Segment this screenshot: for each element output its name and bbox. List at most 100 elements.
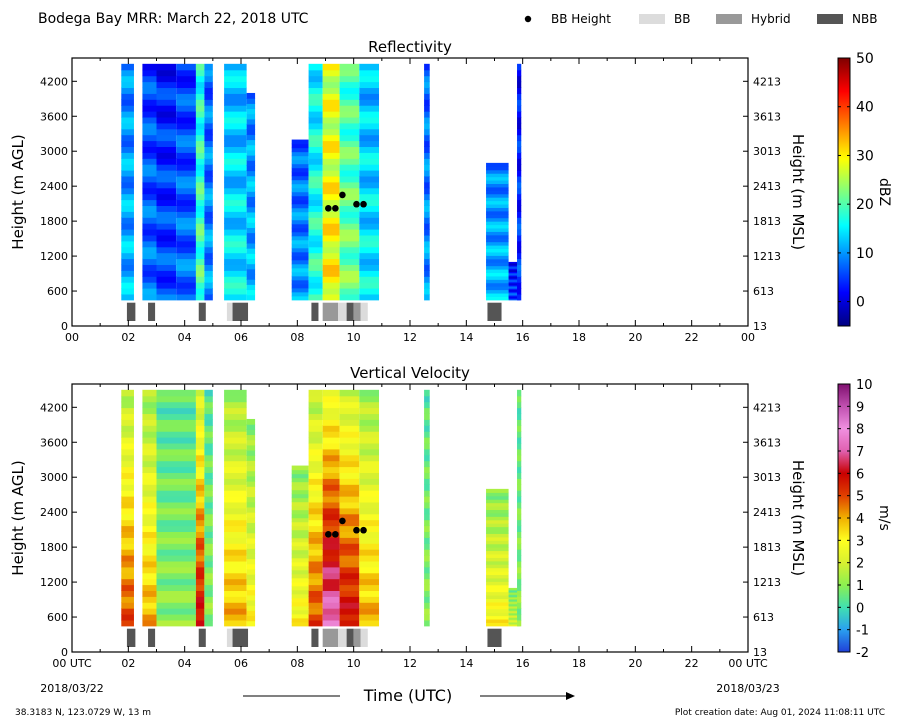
precip-cell bbox=[142, 181, 157, 189]
precip-cell bbox=[508, 278, 520, 280]
precip-cell bbox=[195, 425, 205, 432]
x-tick-label: 00 bbox=[741, 331, 755, 344]
precip-cell bbox=[486, 193, 509, 198]
precip-cell bbox=[486, 581, 509, 586]
precip-cell bbox=[204, 128, 213, 136]
y-tick-label: 3600 bbox=[40, 436, 68, 449]
precip-cell bbox=[322, 99, 340, 106]
precip-cell bbox=[224, 549, 247, 556]
precip-cell bbox=[142, 105, 157, 112]
precip-cell bbox=[195, 223, 205, 230]
precip-cell bbox=[176, 63, 196, 71]
precip-cell bbox=[176, 234, 196, 242]
precip-cell bbox=[142, 223, 157, 230]
x-tick-label: 10 bbox=[347, 331, 361, 344]
precip-cell bbox=[204, 252, 213, 260]
precip-cell bbox=[517, 234, 522, 242]
precip-cell bbox=[246, 465, 256, 472]
precip-cell bbox=[176, 264, 196, 271]
precip-cell bbox=[424, 99, 430, 106]
precip-cell bbox=[322, 602, 340, 609]
precip-cell bbox=[486, 169, 509, 174]
precip-cell bbox=[517, 69, 522, 77]
precip-cell bbox=[322, 75, 340, 83]
precip-cell bbox=[322, 484, 340, 491]
precip-cell bbox=[508, 290, 520, 292]
precip-cell bbox=[517, 63, 522, 71]
precip-cell bbox=[246, 180, 256, 187]
precip-cell bbox=[308, 134, 323, 142]
precip-cell bbox=[224, 246, 247, 254]
precip-cell bbox=[339, 425, 360, 432]
precip-cell bbox=[322, 181, 340, 189]
precip-cell bbox=[142, 543, 157, 550]
precip-cell bbox=[359, 442, 380, 450]
header-legend: BB Height BB Hybrid NBB bbox=[524, 12, 877, 26]
precip-cell bbox=[424, 525, 430, 532]
precip-column bbox=[486, 488, 509, 627]
precip-cell bbox=[308, 193, 323, 201]
precip-cell bbox=[195, 484, 205, 491]
precip-cell bbox=[508, 599, 520, 601]
precip-cell bbox=[121, 554, 134, 562]
precip-cell bbox=[339, 105, 360, 112]
legend-swatch bbox=[817, 14, 843, 24]
precip-cell bbox=[156, 566, 196, 574]
precip-cell bbox=[142, 211, 157, 218]
precip-cell bbox=[291, 485, 309, 491]
bb-height-point bbox=[325, 531, 332, 538]
precip-cell bbox=[339, 442, 360, 450]
bb-height-point bbox=[360, 526, 367, 534]
bb-class-bar bbox=[126, 302, 136, 321]
precip-cell bbox=[121, 431, 134, 438]
precip-cell bbox=[424, 613, 430, 621]
precip-cell bbox=[486, 179, 509, 185]
precip-column bbox=[359, 389, 380, 627]
precip-cell bbox=[176, 140, 196, 148]
precip-cell bbox=[359, 217, 380, 224]
precip-cell bbox=[339, 519, 360, 527]
precip-cell bbox=[246, 144, 256, 151]
precip-cell bbox=[142, 270, 157, 277]
precip-cell bbox=[195, 264, 205, 271]
precip-cell bbox=[176, 205, 196, 212]
precip-cell bbox=[142, 490, 157, 497]
x-tick-label: 14 bbox=[459, 657, 473, 670]
precip-cell bbox=[508, 605, 520, 608]
y-tick-label-right: 613 bbox=[753, 611, 774, 624]
precip-cell bbox=[517, 158, 522, 165]
precip-cell bbox=[291, 147, 309, 153]
precip-cell bbox=[121, 223, 134, 230]
precip-cell bbox=[517, 484, 522, 491]
precip-cell bbox=[176, 87, 196, 94]
precip-cell bbox=[156, 590, 196, 597]
precip-cell bbox=[142, 537, 157, 544]
precip-cell bbox=[308, 228, 323, 236]
precip-cell bbox=[195, 293, 205, 301]
precip-cell bbox=[121, 287, 134, 295]
precip-cell bbox=[204, 519, 213, 527]
precip-cell bbox=[121, 572, 134, 580]
precip-cell bbox=[308, 401, 323, 409]
precip-cell bbox=[339, 258, 360, 265]
precip-cell bbox=[508, 604, 520, 607]
precip-cell bbox=[424, 437, 430, 444]
precip-cell bbox=[291, 151, 309, 157]
precip-cell bbox=[291, 589, 309, 595]
precip-cell bbox=[339, 276, 360, 283]
precip-cell bbox=[424, 81, 430, 89]
precip-cell bbox=[517, 513, 522, 521]
precip-cell bbox=[121, 448, 134, 456]
precip-cell bbox=[308, 496, 323, 503]
precip-column bbox=[224, 389, 247, 627]
precip-cell bbox=[142, 519, 157, 527]
precip-cell bbox=[195, 116, 205, 124]
precip-cell bbox=[142, 193, 157, 201]
precip-cell bbox=[508, 620, 520, 622]
precip-cell bbox=[121, 507, 134, 515]
precip-cell bbox=[204, 181, 213, 189]
precip-cell bbox=[142, 252, 157, 260]
precip-cell bbox=[508, 282, 520, 285]
precip-cell bbox=[424, 578, 430, 586]
